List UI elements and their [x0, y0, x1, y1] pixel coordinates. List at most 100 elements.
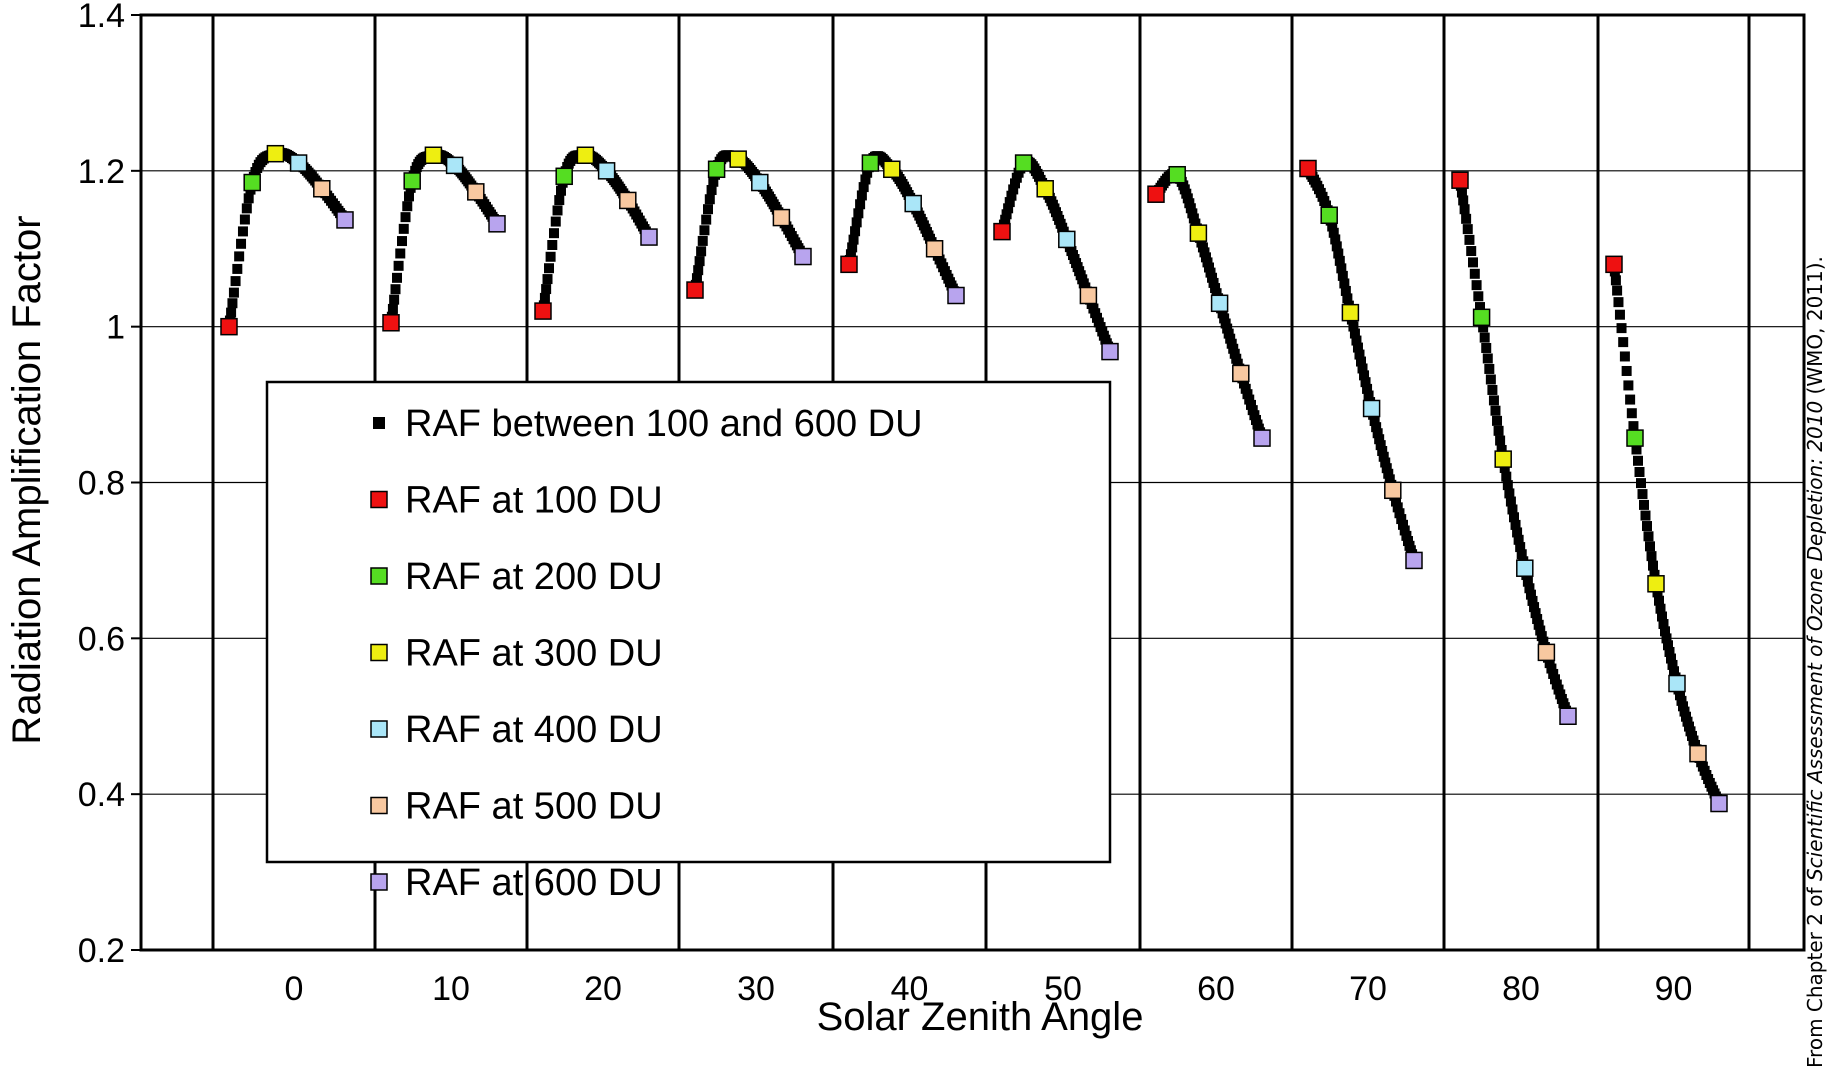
raf-point-100du — [686, 281, 704, 299]
raf-intermediate-point — [1527, 595, 1538, 606]
raf-intermediate-point — [862, 167, 873, 178]
raf-intermediate-point — [1643, 531, 1654, 542]
raf-point-400du — [751, 173, 769, 192]
raf-intermediate-point — [1340, 285, 1351, 296]
series-sza-80 — [1451, 171, 1577, 725]
raf-intermediate-point — [234, 251, 245, 262]
x-axis-title: Solar Zenith Angle — [817, 995, 1144, 1039]
raf-point-300du — [1341, 303, 1360, 322]
raf-point-200du — [403, 172, 421, 190]
raf-intermediate-point — [1399, 525, 1410, 536]
raf-intermediate-point — [703, 204, 714, 215]
raf-intermediate-point — [699, 225, 710, 236]
raf-intermediate-point — [1464, 234, 1475, 245]
raf-point-100du — [382, 314, 400, 332]
raf-intermediate-point — [1330, 234, 1341, 245]
raf-intermediate-point — [1217, 308, 1228, 319]
raf-intermediate-point — [226, 307, 237, 318]
raf-intermediate-point — [1466, 246, 1477, 257]
legend-item: RAF between 100 and 600 DU — [373, 403, 923, 445]
raf-intermediate-point — [1223, 328, 1234, 339]
raf-intermediate-point — [550, 216, 561, 227]
credit-prefix: From Chapter 2 of — [1803, 881, 1827, 1068]
raf-intermediate-point — [845, 249, 856, 260]
series-sza-90 — [1605, 255, 1728, 813]
raf-intermediate-point — [1184, 198, 1195, 209]
raf-intermediate-point — [1225, 333, 1236, 344]
x-tick-label: 20 — [584, 970, 622, 1008]
raf-intermediate-point — [1499, 462, 1510, 473]
raf-intermediate-point — [1000, 214, 1011, 225]
raf-intermediate-point — [1657, 611, 1667, 622]
raf-intermediate-point — [1621, 365, 1632, 376]
raf-point-200du — [1168, 165, 1186, 184]
raf-intermediate-point — [1613, 297, 1624, 308]
raf-point-300du — [266, 144, 285, 163]
raf-intermediate-point — [1678, 701, 1688, 712]
raf-point-200du — [861, 154, 880, 172]
raf-intermediate-point — [1468, 257, 1479, 268]
raf-intermediate-point — [1239, 378, 1250, 389]
raf-point-500du — [1079, 286, 1098, 305]
raf-intermediate-point — [1525, 589, 1536, 600]
raf-point-400du — [1210, 294, 1229, 313]
raf-intermediate-point — [1633, 455, 1643, 466]
raf-point-400du — [1516, 559, 1534, 577]
raf-point-600du — [1559, 707, 1577, 725]
raf-point-500du — [1384, 481, 1402, 500]
raf-intermediate-point — [1339, 278, 1350, 289]
raf-intermediate-point — [1538, 636, 1549, 647]
raf-point-500du — [467, 183, 485, 201]
raf-intermediate-point — [1328, 227, 1339, 238]
raf-intermediate-point — [1359, 370, 1370, 381]
raf-intermediate-point — [237, 226, 248, 237]
raf-intermediate-point — [1669, 666, 1679, 677]
raf-intermediate-point — [1623, 380, 1634, 391]
raf-intermediate-point — [1619, 351, 1630, 362]
credit-title: Scientific Assessment of Ozone Depletion… — [1803, 401, 1827, 881]
raf-intermediate-point — [1219, 313, 1230, 324]
raf-intermediate-point — [855, 199, 866, 210]
raf-intermediate-point — [1327, 221, 1338, 232]
raf-intermediate-point — [230, 276, 241, 287]
raf-intermediate-point — [1396, 514, 1407, 525]
raf-intermediate-point — [228, 287, 239, 298]
raf-intermediate-point — [389, 294, 400, 305]
raf-intermediate-point — [1378, 451, 1389, 462]
raf-point-600du — [794, 247, 812, 266]
raf-intermediate-point — [1626, 408, 1637, 419]
raf-intermediate-point — [549, 228, 560, 239]
raf-intermediate-point — [1501, 471, 1512, 482]
raf-intermediate-point — [1469, 268, 1480, 279]
raf-intermediate-point — [541, 284, 552, 295]
raf-intermediate-point — [1661, 633, 1672, 644]
raf-intermediate-point — [1245, 399, 1256, 410]
raf-point-500du — [1537, 643, 1556, 662]
raf-point-200du — [1014, 154, 1033, 172]
raf-intermediate-point — [850, 226, 861, 237]
raf-intermediate-point — [1374, 434, 1385, 445]
raf-intermediate-point — [236, 238, 247, 249]
credit-suffix: (WMO, 2011). — [1803, 256, 1827, 401]
series-sza-30 — [686, 150, 812, 299]
raf-point-300du — [1647, 575, 1665, 593]
legend: RAF between 100 and 600 DU RAF at 100 DU R… — [265, 380, 1112, 904]
raf-intermediate-point — [1648, 560, 1658, 571]
raf-point-100du — [1147, 185, 1165, 203]
raf-intermediate-point — [1654, 595, 1664, 606]
raf-point-400du — [904, 194, 922, 213]
raf-intermediate-point — [1334, 255, 1345, 266]
raf-intermediate-point — [1485, 374, 1496, 385]
raf-intermediate-point — [1205, 267, 1216, 278]
raf-intermediate-point — [555, 185, 566, 196]
raf-intermediate-point — [1646, 551, 1657, 562]
x-tick-label: 70 — [1349, 970, 1387, 1008]
raf-intermediate-point — [1337, 270, 1348, 281]
raf-intermediate-point — [547, 240, 558, 251]
raf-point-600du — [1101, 342, 1119, 361]
raf-intermediate-point — [390, 284, 401, 295]
raf-intermediate-point — [701, 214, 712, 225]
legend-label: RAF at 200 DU — [405, 556, 663, 598]
raf-intermediate-point — [1634, 466, 1645, 477]
